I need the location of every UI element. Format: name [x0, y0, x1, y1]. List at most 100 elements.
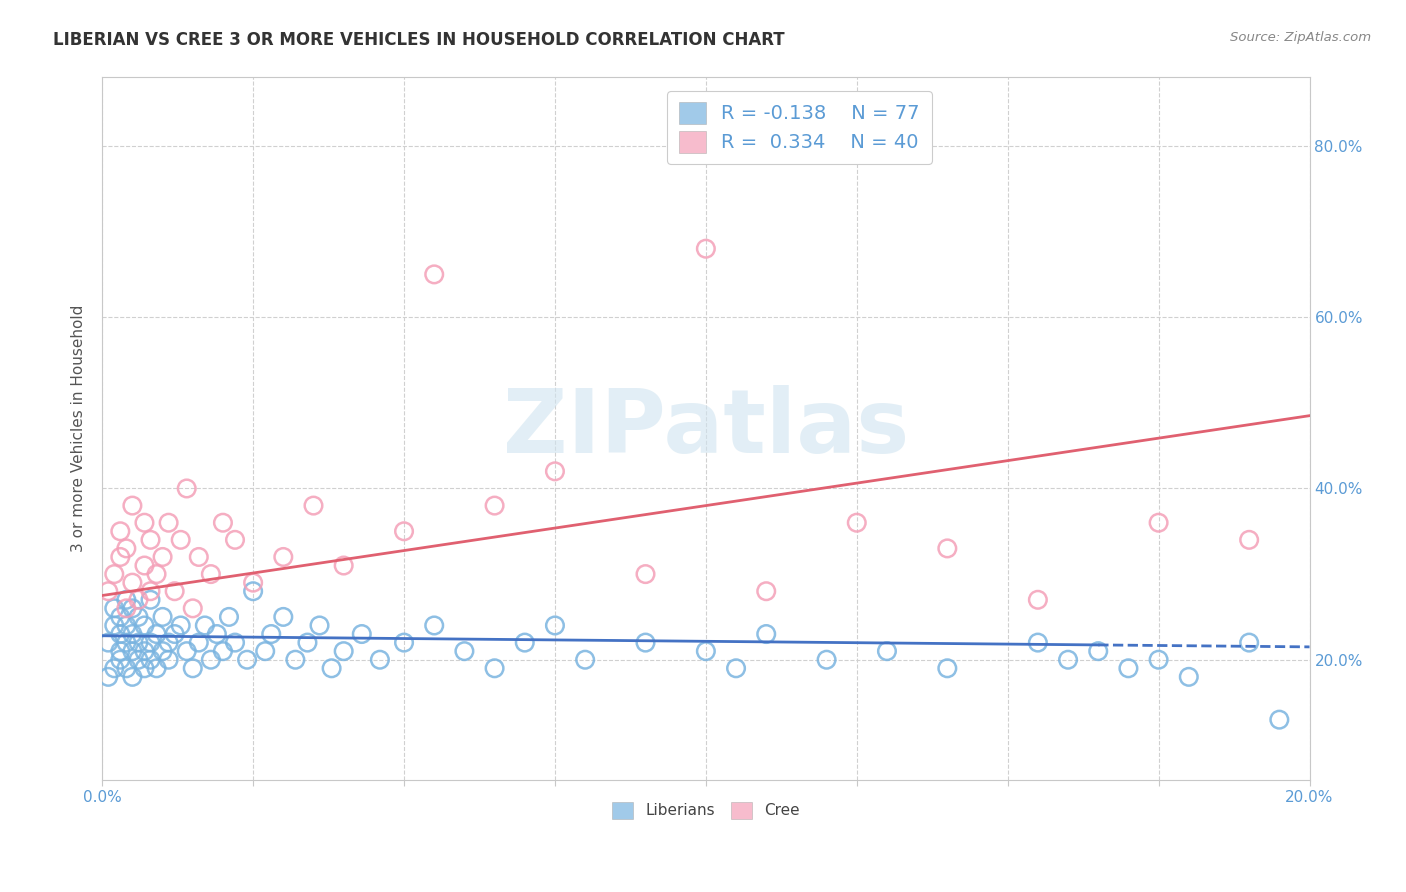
Point: [212, 644, 235, 658]
Point: [103, 567, 125, 582]
Point: [139, 635, 162, 649]
Point: [170, 618, 193, 632]
Point: [139, 533, 162, 547]
Point: [254, 644, 277, 658]
Point: [634, 567, 657, 582]
Point: [115, 592, 138, 607]
Point: [368, 653, 391, 667]
Point: [176, 482, 198, 496]
Point: [200, 567, 222, 582]
Point: [1237, 533, 1260, 547]
Point: [115, 618, 138, 632]
Point: [392, 524, 415, 539]
Point: [1026, 635, 1049, 649]
Point: [127, 610, 149, 624]
Point: [200, 653, 222, 667]
Point: [1147, 653, 1170, 667]
Point: [103, 601, 125, 615]
Point: [695, 644, 717, 658]
Point: [134, 558, 156, 573]
Point: [725, 661, 748, 675]
Legend: Liberians, Cree: Liberians, Cree: [606, 796, 806, 824]
Point: [332, 558, 354, 573]
Point: [139, 584, 162, 599]
Point: [121, 575, 143, 590]
Point: [321, 661, 343, 675]
Point: [152, 610, 174, 624]
Point: [484, 661, 506, 675]
Point: [302, 499, 325, 513]
Point: [163, 584, 186, 599]
Point: [194, 618, 217, 632]
Point: [97, 635, 120, 649]
Text: ZIPatlas: ZIPatlas: [503, 385, 910, 472]
Point: [110, 644, 132, 658]
Point: [103, 661, 125, 675]
Point: [152, 644, 174, 658]
Point: [332, 644, 354, 658]
Point: [634, 635, 657, 649]
Point: [110, 524, 132, 539]
Point: [134, 618, 156, 632]
Point: [453, 644, 475, 658]
Point: [115, 541, 138, 556]
Point: [121, 499, 143, 513]
Point: [187, 635, 209, 649]
Point: [103, 618, 125, 632]
Point: [163, 627, 186, 641]
Point: [242, 575, 264, 590]
Point: [145, 661, 167, 675]
Point: [218, 610, 240, 624]
Point: [115, 661, 138, 675]
Point: [145, 627, 167, 641]
Point: [815, 653, 838, 667]
Point: [127, 635, 149, 649]
Point: [121, 644, 143, 658]
Point: [139, 653, 162, 667]
Point: [115, 635, 138, 649]
Point: [574, 653, 596, 667]
Point: [1147, 516, 1170, 530]
Point: [205, 627, 228, 641]
Point: [152, 549, 174, 564]
Point: [170, 533, 193, 547]
Point: [127, 653, 149, 667]
Point: [260, 627, 283, 641]
Point: [176, 644, 198, 658]
Point: [110, 549, 132, 564]
Point: [297, 635, 319, 649]
Point: [1026, 592, 1049, 607]
Point: [110, 653, 132, 667]
Point: [127, 592, 149, 607]
Point: [936, 541, 959, 556]
Point: [110, 610, 132, 624]
Point: [350, 627, 373, 641]
Point: [845, 516, 868, 530]
Point: [1057, 653, 1080, 667]
Text: Source: ZipAtlas.com: Source: ZipAtlas.com: [1230, 31, 1371, 45]
Point: [134, 644, 156, 658]
Point: [1118, 661, 1140, 675]
Point: [97, 670, 120, 684]
Point: [187, 549, 209, 564]
Point: [121, 601, 143, 615]
Point: [181, 601, 204, 615]
Point: [224, 635, 246, 649]
Point: [513, 635, 536, 649]
Point: [544, 464, 567, 478]
Point: [212, 516, 235, 530]
Point: [181, 661, 204, 675]
Point: [284, 653, 307, 667]
Point: [121, 670, 143, 684]
Point: [423, 618, 446, 632]
Point: [236, 653, 259, 667]
Point: [271, 610, 294, 624]
Y-axis label: 3 or more Vehicles in Household: 3 or more Vehicles in Household: [72, 305, 86, 552]
Point: [157, 516, 180, 530]
Point: [308, 618, 330, 632]
Point: [139, 592, 162, 607]
Point: [121, 627, 143, 641]
Point: [695, 242, 717, 256]
Point: [271, 549, 294, 564]
Text: LIBERIAN VS CREE 3 OR MORE VEHICLES IN HOUSEHOLD CORRELATION CHART: LIBERIAN VS CREE 3 OR MORE VEHICLES IN H…: [53, 31, 785, 49]
